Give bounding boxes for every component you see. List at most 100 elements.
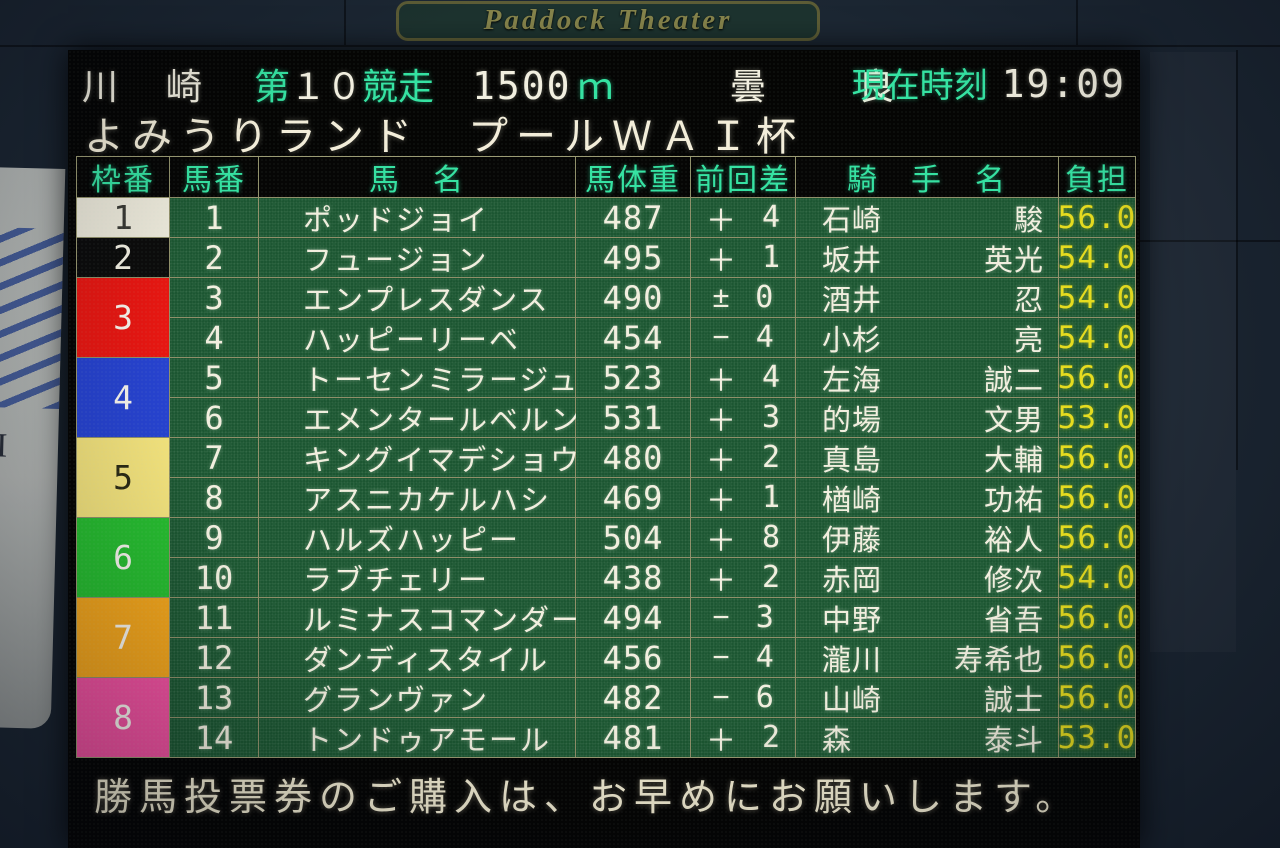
diff-value-5: 4 xyxy=(761,360,781,395)
weight-diff-13: −6 xyxy=(691,678,795,717)
carry-weight-11: 56.0 xyxy=(1057,598,1137,637)
jockey-name-14: 森 泰斗 xyxy=(796,718,1058,757)
horse-weight-13: 482 xyxy=(576,678,690,717)
column-header-2: 馬番 xyxy=(170,157,258,197)
frame-number-3: 3 xyxy=(77,278,169,357)
poster-letter: I xyxy=(0,427,8,465)
frame-number-7: 7 xyxy=(77,598,169,677)
weight-diff-10: ＋ 2 xyxy=(691,558,795,598)
track-going: 良 xyxy=(858,66,895,107)
horse-number-12: 12 xyxy=(170,638,258,677)
diff-value-4: 4 xyxy=(755,320,774,355)
column-header-7: 負担 xyxy=(1059,157,1135,197)
horse-number-8: 8 xyxy=(170,478,258,517)
carry-weight-9: 56.0 xyxy=(1057,518,1137,557)
poster-stripes-graphic xyxy=(0,227,64,409)
distance-group: 1500 ｍ xyxy=(472,58,614,110)
horse-number-2: 2 xyxy=(170,238,258,277)
race-number-group: 第 １０ 競走 xyxy=(254,58,434,110)
jockey-last-12: 瀧川 xyxy=(822,644,883,677)
jockey-last-7: 真島 xyxy=(822,444,883,477)
horse-number-7: 7 xyxy=(170,438,258,477)
carry-weight-10: 54.0 xyxy=(1057,558,1137,597)
diff-sign-12: − xyxy=(712,640,730,674)
column-header-1: 枠番 xyxy=(77,157,169,197)
horse-weight-10: 438 xyxy=(576,558,690,597)
wall-grout-top xyxy=(0,45,1280,47)
jockey-first-8: 功祐 xyxy=(983,484,1044,517)
led-board: 川 崎 第 １０ 競走 1500 ｍ 曇 良 現在時刻 19:09 よみうりラン… xyxy=(68,50,1140,848)
jockey-name-13: 山崎 誠士 xyxy=(796,678,1058,717)
horse-name-14: トンドゥアモール xyxy=(259,718,575,757)
wall-grout-top-v2 xyxy=(1076,0,1078,45)
jockey-first-12: 寿希也 xyxy=(953,644,1044,677)
wall-panel xyxy=(1150,52,1236,652)
carry-weight-3: 54.0 xyxy=(1057,278,1137,317)
column-header-4: 馬体重 xyxy=(576,157,690,197)
horse-weight-7: 480 xyxy=(576,438,690,477)
horse-number-9: 9 xyxy=(170,518,258,557)
weight-diff-4: −4 xyxy=(691,318,795,357)
diff-sign-7: ＋ xyxy=(705,444,736,478)
carry-weight-5: 56.0 xyxy=(1057,358,1137,397)
diff-sign-9: ＋ xyxy=(705,524,736,558)
horse-number-14: 14 xyxy=(170,718,258,757)
diff-value-10: 2 xyxy=(761,560,781,595)
weight-diff-6: ＋ 3 xyxy=(691,398,795,438)
jockey-first-2: 英光 xyxy=(983,244,1044,277)
carry-weight-14: 53.0 xyxy=(1057,718,1137,757)
horse-number-6: 6 xyxy=(170,398,258,437)
jockey-first-13: 誠士 xyxy=(983,684,1044,717)
jockey-last-4: 小杉 xyxy=(822,324,883,357)
frame-number-6: 6 xyxy=(77,518,169,597)
diff-value-1: 4 xyxy=(761,200,781,235)
jockey-last-10: 赤岡 xyxy=(822,564,883,597)
diff-value-14: 2 xyxy=(761,720,781,755)
horse-number-11: 11 xyxy=(170,598,258,637)
weight-diff-11: −3 xyxy=(691,598,795,637)
weight-diff-12: −4 xyxy=(691,638,795,677)
frame-number-1: 1 xyxy=(77,198,169,237)
diff-sign-6: ＋ xyxy=(705,404,736,438)
diff-sign-2: ＋ xyxy=(705,244,736,278)
jockey-first-11: 省吾 xyxy=(983,604,1044,637)
column-header-5: 前回差 xyxy=(691,157,795,197)
weather: 曇 xyxy=(730,66,767,107)
horse-name-4: ハッピーリーベ xyxy=(259,318,575,357)
weight-diff-14: ＋ 2 xyxy=(691,718,795,758)
frame-number-4: 4 xyxy=(77,358,169,437)
jockey-first-1: 駿 xyxy=(1013,204,1044,237)
column-header-6: 騎 手 名 xyxy=(796,157,1058,197)
diff-sign-8: ＋ xyxy=(705,484,736,518)
horse-number-3: 3 xyxy=(170,278,258,317)
diff-value-12: 4 xyxy=(755,640,774,675)
horse-name-1: ポッドジョイ xyxy=(259,198,575,237)
jockey-first-3: 忍 xyxy=(1013,284,1044,317)
weight-diff-2: ＋ 1 xyxy=(691,238,795,278)
race-prefix: 第 xyxy=(254,66,291,107)
carry-weight-7: 56.0 xyxy=(1057,438,1137,477)
entries-table: 枠番 馬番馬 名馬体重 前回差騎 手 名負担 1 1 ポッドジョイ 487 ＋ 4 石崎駿 56.0… xyxy=(76,156,1136,758)
carry-weight-13: 56.0 xyxy=(1057,678,1137,717)
race-number: １０ xyxy=(290,66,363,107)
horse-number-4: 4 xyxy=(170,318,258,357)
diff-sign-10: ＋ xyxy=(705,564,736,598)
diff-value-11: 3 xyxy=(755,600,774,635)
jockey-last-9: 伊藤 xyxy=(822,524,883,557)
horse-name-11: ルミナスコマンダー xyxy=(259,598,580,637)
frame-number-5: 5 xyxy=(77,438,169,517)
frame-number-8: 8 xyxy=(77,678,169,757)
carry-weight-12: 56.0 xyxy=(1057,638,1137,677)
diff-sign-3: ± xyxy=(712,280,730,314)
jockey-name-9: 伊藤 裕人 xyxy=(796,518,1058,557)
diff-value-6: 3 xyxy=(761,400,781,435)
horse-weight-12: 456 xyxy=(576,638,690,677)
jockey-first-5: 誠二 xyxy=(983,364,1044,397)
horse-name-8: アスニカケルハシ xyxy=(259,478,575,517)
paddock-theater-title: Paddock Theater xyxy=(483,3,733,36)
horse-name-10: ラブチェリー xyxy=(259,558,575,597)
jockey-last-5: 左海 xyxy=(822,364,883,397)
jockey-name-11: 中野 省吾 xyxy=(796,598,1058,637)
carry-weight-4: 54.0 xyxy=(1057,318,1137,357)
jockey-first-9: 裕人 xyxy=(983,524,1044,557)
